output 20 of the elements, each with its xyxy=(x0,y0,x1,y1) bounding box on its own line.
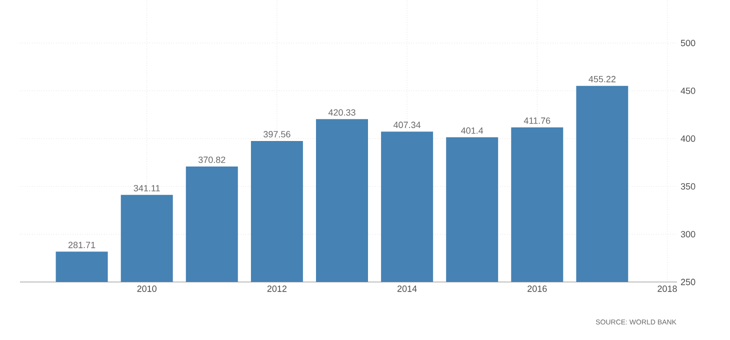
y-tick-label: 400 xyxy=(680,135,696,142)
x-tick-label: 2012 xyxy=(267,286,286,292)
data-label: 370.82 xyxy=(198,156,226,163)
data-label: 401.4 xyxy=(461,127,484,134)
y-tick-label: 450 xyxy=(680,88,696,94)
x-tick-label: 2016 xyxy=(528,286,547,292)
data-label: 407.34 xyxy=(393,122,421,128)
x-tick-label: 2014 xyxy=(397,286,417,292)
data-label: 397.56 xyxy=(264,131,290,138)
y-tick-label: 300 xyxy=(680,231,696,238)
data-label: 341.11 xyxy=(134,184,160,192)
data-label: 281.71 xyxy=(68,242,96,248)
x-tick-label: 2010 xyxy=(137,286,157,292)
y-tick-label: 500 xyxy=(680,40,696,46)
data-label: 455.22 xyxy=(588,76,616,82)
data-label: 411.76 xyxy=(524,117,550,124)
x-tick-label: 2018 xyxy=(658,286,677,292)
y-tick-label: 250 xyxy=(680,278,696,286)
y-tick-label: 350 xyxy=(680,183,696,190)
data-label: 420.33 xyxy=(328,109,356,116)
